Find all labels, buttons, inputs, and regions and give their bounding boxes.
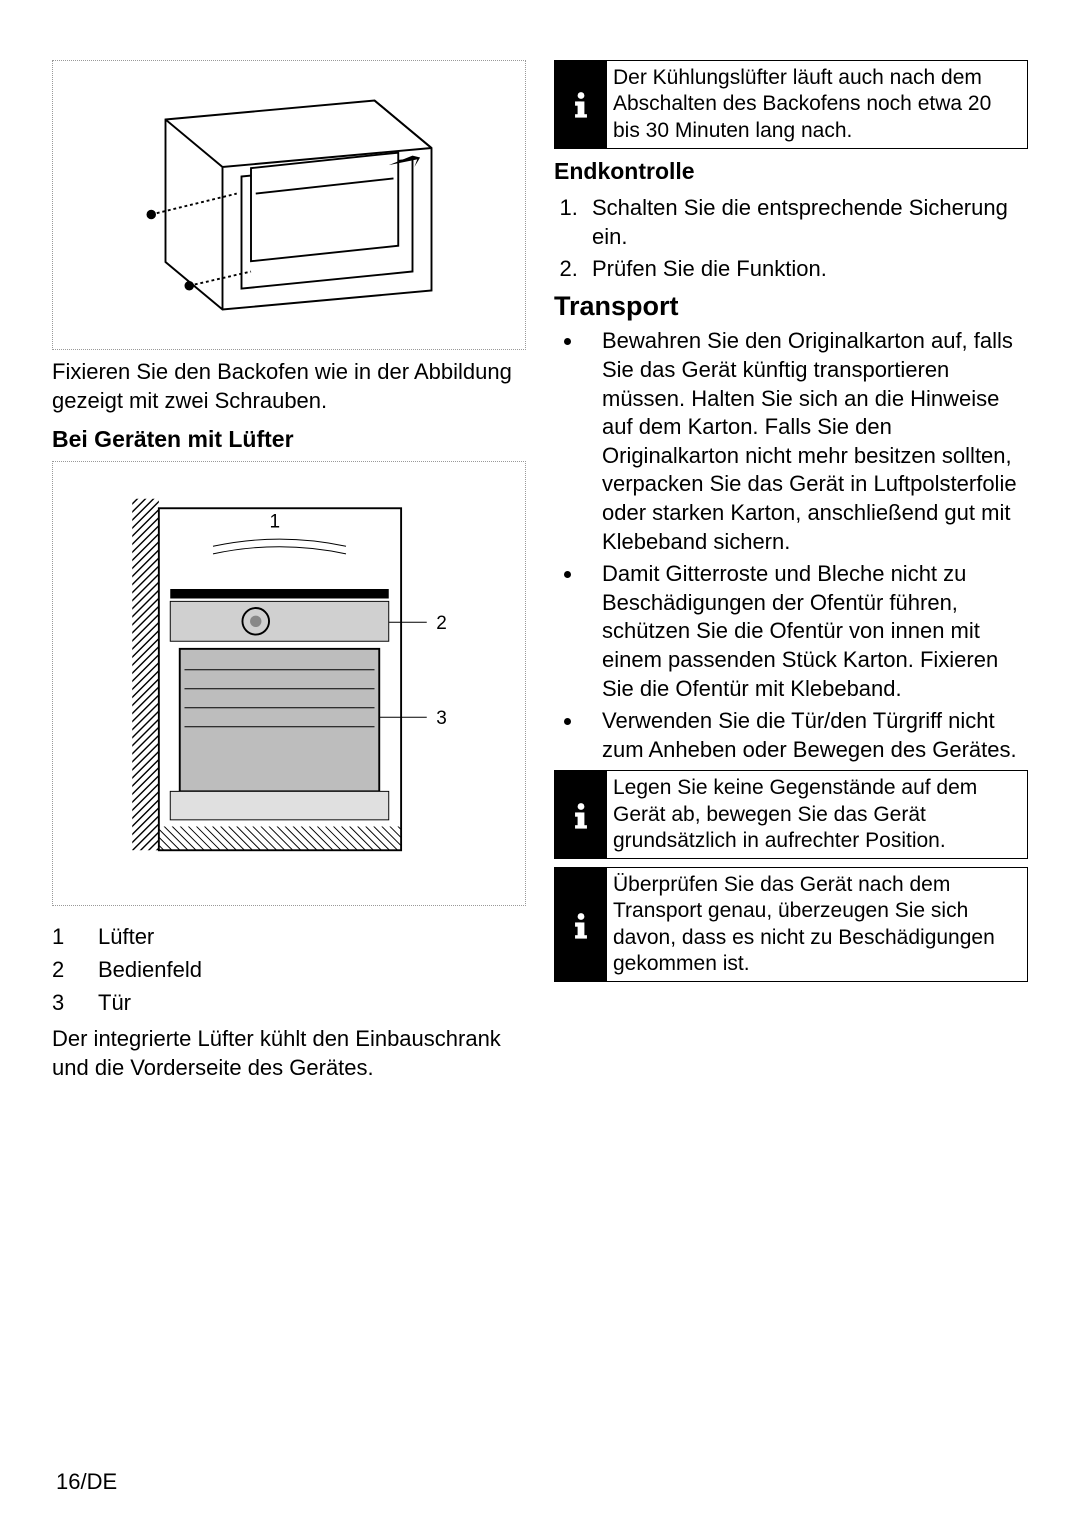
legend-row: 1 Lüfter — [52, 920, 526, 953]
info-box-check-after-transport: Überprüfen Sie das Gerät nach dem Transp… — [554, 867, 1028, 982]
legend-num: 1 — [52, 920, 70, 953]
transport-list: Bewahren Sie den Originalkarton auf, fal… — [554, 327, 1028, 764]
info-text: Legen Sie keine Gegenstände auf dem Gerä… — [607, 771, 1027, 858]
heading-luefter: Bei Geräten mit Lüfter — [52, 425, 526, 455]
oven-front-illustration: 1 2 3 — [99, 474, 479, 894]
heading-endkontrolle: Endkontrolle — [554, 157, 1028, 187]
svg-text:2: 2 — [436, 612, 447, 633]
paragraph-luefter: Der integrierte Lüfter kühlt den Einbaus… — [52, 1025, 526, 1082]
figure-oven-insert — [52, 60, 526, 350]
heading-transport: Transport — [554, 290, 1028, 324]
info-box-cooling-fan: Der Kühlungslüfter läuft auch nach dem A… — [554, 60, 1028, 149]
list-item: Verwenden Sie die Tür/den Türgriff nicht… — [584, 707, 1028, 764]
legend-num: 3 — [52, 986, 70, 1019]
figure1-caption: Fixieren Sie den Backofen wie in der Abb… — [52, 358, 526, 415]
info-icon — [555, 771, 607, 858]
info-box-upright: Legen Sie keine Gegenstände auf dem Gerä… — [554, 770, 1028, 859]
svg-text:1: 1 — [269, 511, 280, 532]
info-text: Der Kühlungslüfter läuft auch nach dem A… — [607, 61, 1027, 148]
list-item: Bewahren Sie den Originalkarton auf, fal… — [584, 327, 1028, 556]
info-icon — [555, 61, 607, 148]
oven-insert-illustration — [99, 75, 479, 335]
legend-num: 2 — [52, 953, 70, 986]
list-item: Prüfen Sie die Funktion. — [584, 254, 1028, 284]
legend-row: 3 Tür — [52, 986, 526, 1019]
figure-oven-front: 1 2 3 — [52, 461, 526, 906]
figure2-legend: 1 Lüfter 2 Bedienfeld 3 Tür — [52, 920, 526, 1019]
legend-label: Tür — [98, 986, 131, 1019]
info-text: Überprüfen Sie das Gerät nach dem Transp… — [607, 868, 1027, 981]
info-icon — [555, 868, 607, 981]
list-item: Schalten Sie die entsprechende Sicherung… — [584, 193, 1028, 252]
svg-text:3: 3 — [436, 707, 447, 728]
legend-label: Lüfter — [98, 920, 154, 953]
legend-label: Bedienfeld — [98, 953, 202, 986]
legend-row: 2 Bedienfeld — [52, 953, 526, 986]
endkontrolle-list: Schalten Sie die entsprechende Sicherung… — [554, 193, 1028, 284]
list-item: Damit Gitterroste und Bleche nicht zu Be… — [584, 560, 1028, 703]
page-number: 16/DE — [56, 1469, 117, 1495]
